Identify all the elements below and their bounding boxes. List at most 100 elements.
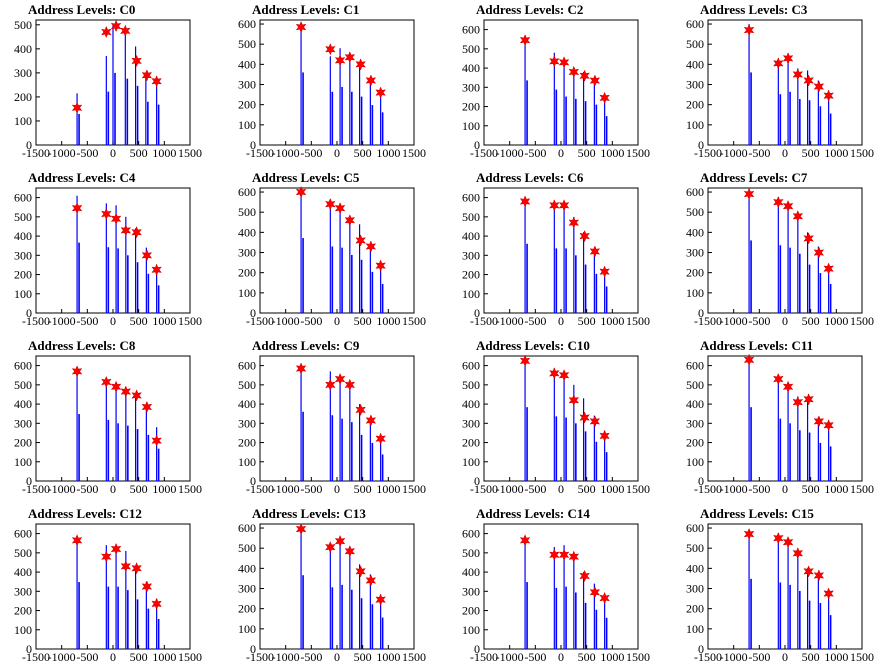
x-tick-label: -1000 — [272, 650, 300, 664]
y-tick-label: 500 — [14, 210, 32, 224]
data-point — [101, 207, 112, 221]
y-tick-label: 600 — [462, 191, 480, 205]
chart-title: Address Levels: C6 — [476, 170, 584, 185]
data-point — [579, 229, 590, 243]
y-tick-label: 0 — [250, 474, 256, 488]
data-point — [110, 542, 122, 556]
chart-panel: Address Levels: C12 0 100 200 300 400 500 600 -1… — [0, 504, 224, 672]
y-tick-label: 600 — [238, 521, 256, 535]
x-tick-label: -500 — [748, 314, 770, 328]
chart-svg: Address Levels: C9 0 100 200 300 400 500 600 -15… — [238, 338, 426, 496]
y-tick-label: 300 — [462, 248, 480, 262]
data-point — [151, 597, 162, 610]
x-tick-label: 1000 — [376, 650, 400, 664]
data-point — [355, 565, 366, 578]
y-tick-label: 400 — [462, 229, 480, 243]
y-tick-label: 600 — [686, 359, 704, 373]
data-point — [120, 560, 132, 573]
x-tick-label: -500 — [300, 146, 322, 160]
data-point — [141, 249, 153, 262]
y-tick-label: 600 — [462, 359, 480, 373]
y-tick-label: 300 — [14, 66, 32, 80]
x-tick-label: 1500 — [402, 146, 426, 160]
x-tick-label: 0 — [558, 650, 564, 664]
x-tick-label: 0 — [110, 314, 116, 328]
x-tick-label: 0 — [110, 482, 116, 496]
y-tick-label: 400 — [686, 397, 704, 411]
data-point — [743, 23, 755, 37]
y-tick-label: 0 — [474, 642, 480, 656]
x-tick-label: -1500 — [694, 650, 722, 664]
x-tick-label: -1500 — [470, 482, 498, 496]
data-point — [599, 429, 610, 442]
y-tick-label: 200 — [238, 98, 256, 112]
data-point — [120, 224, 132, 237]
x-tick-label: 500 — [130, 482, 148, 496]
y-tick-label: 0 — [26, 642, 32, 656]
data-point — [110, 212, 122, 225]
chart-panel: Address Levels: C14 0 100 200 300 400 500 600 -1… — [448, 504, 672, 672]
x-tick-label: -500 — [524, 314, 546, 328]
data-point — [365, 414, 377, 427]
x-tick-label: -1500 — [470, 146, 498, 160]
y-tick-label: 400 — [238, 57, 256, 71]
chart-panel: Address Levels: C0 0 100 200 300 400 500 -1500-… — [0, 0, 224, 168]
x-tick-label: 500 — [578, 314, 596, 328]
y-tick-label: 400 — [462, 397, 480, 411]
y-tick-label: 200 — [686, 436, 704, 450]
data-point — [549, 199, 560, 212]
data-point — [295, 185, 307, 199]
x-tick-label: 500 — [354, 146, 372, 160]
y-tick-label: 400 — [462, 565, 480, 579]
y-tick-label: 0 — [250, 306, 256, 320]
data-point — [71, 101, 83, 114]
chart-panel: Address Levels: C7 0 100 200 300 400 500 600 -15… — [672, 168, 896, 336]
y-tick-label: 100 — [686, 455, 704, 469]
chart-title: Address Levels: C7 — [700, 170, 808, 185]
y-tick-label: 200 — [462, 100, 480, 114]
chart-svg: Address Levels: C14 0 100 200 300 400 500 600 -1… — [462, 506, 650, 664]
data-point — [773, 195, 784, 209]
y-tick-label: 200 — [14, 268, 32, 282]
data-point — [589, 245, 601, 258]
x-tick-label: 0 — [334, 482, 340, 496]
x-tick-label: 500 — [354, 314, 372, 328]
x-tick-label: 1500 — [626, 482, 650, 496]
data-point — [325, 378, 336, 391]
data-point — [344, 214, 356, 227]
y-tick-label: 600 — [14, 527, 32, 541]
y-tick-label: 400 — [238, 561, 256, 575]
chart-panel: Address Levels: C5 0 100 200 300 400 500 600 -15… — [224, 168, 448, 336]
data-point — [365, 74, 377, 87]
x-tick-label: 500 — [802, 146, 820, 160]
y-tick-label: 500 — [686, 378, 704, 392]
data-point — [334, 202, 346, 215]
data-point — [344, 51, 356, 64]
y-tick-label: 200 — [462, 604, 480, 618]
y-tick-label: 100 — [462, 455, 480, 469]
y-tick-label: 500 — [238, 205, 256, 219]
x-tick-label: -500 — [76, 482, 98, 496]
chart-title: Address Levels: C2 — [476, 2, 583, 17]
y-tick-label: 400 — [686, 57, 704, 71]
chart-svg: Address Levels: C5 0 100 200 300 400 500 600 -15… — [238, 170, 426, 328]
data-point — [549, 55, 560, 68]
y-tick-label: 0 — [26, 474, 32, 488]
x-tick-label: -500 — [748, 482, 770, 496]
y-tick-label: 300 — [238, 416, 256, 430]
x-tick-label: 0 — [782, 146, 788, 160]
y-tick-label: 400 — [238, 225, 256, 239]
data-point — [375, 86, 386, 99]
data-point — [131, 226, 142, 239]
x-tick-label: -1000 — [272, 314, 300, 328]
x-tick-label: 500 — [578, 482, 596, 496]
x-tick-label: 500 — [802, 482, 820, 496]
x-tick-label: 0 — [782, 314, 788, 328]
data-point — [355, 403, 366, 416]
x-tick-label: -500 — [76, 650, 98, 664]
data-point — [813, 80, 825, 93]
x-tick-label: -1000 — [272, 482, 300, 496]
data-point — [325, 43, 336, 56]
data-point — [813, 569, 825, 582]
data-point — [325, 197, 336, 211]
